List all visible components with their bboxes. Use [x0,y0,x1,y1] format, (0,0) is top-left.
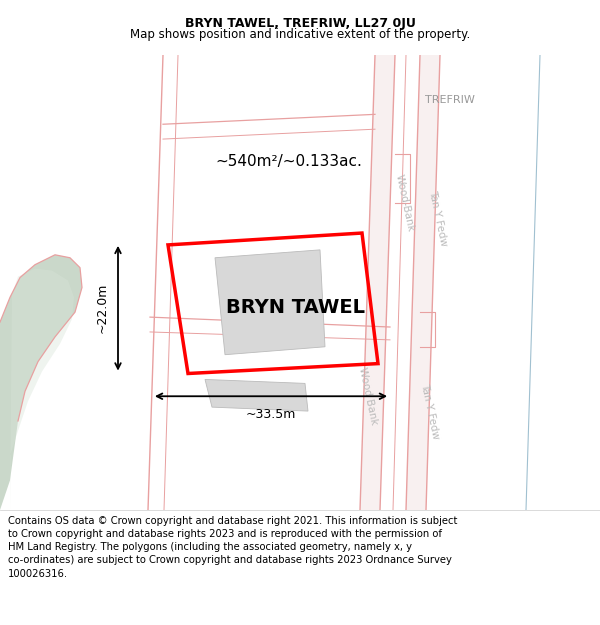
Polygon shape [0,255,82,510]
Text: TREFRIW: TREFRIW [425,94,475,104]
Polygon shape [205,379,308,411]
Text: BRYN TAWEL, TREFRIW, LL27 0JU: BRYN TAWEL, TREFRIW, LL27 0JU [185,16,415,29]
Text: ~540m²/~0.133ac.: ~540m²/~0.133ac. [215,154,362,169]
Polygon shape [10,269,74,510]
Polygon shape [406,55,440,510]
Text: Wood Bank: Wood Bank [357,367,379,426]
Text: Tan Y Fedw: Tan Y Fedw [419,382,441,440]
Text: ~22.0m: ~22.0m [95,283,109,333]
Text: Map shows position and indicative extent of the property.: Map shows position and indicative extent… [130,28,470,41]
Text: Wood-Bank: Wood-Bank [394,174,416,233]
Polygon shape [215,250,325,355]
Text: ~33.5m: ~33.5m [246,408,296,421]
Polygon shape [360,55,395,510]
Text: Contains OS data © Crown copyright and database right 2021. This information is : Contains OS data © Crown copyright and d… [8,516,457,579]
Text: Tan Y Fedw: Tan Y Fedw [427,189,449,247]
Text: BRYN TAWEL: BRYN TAWEL [226,298,365,317]
